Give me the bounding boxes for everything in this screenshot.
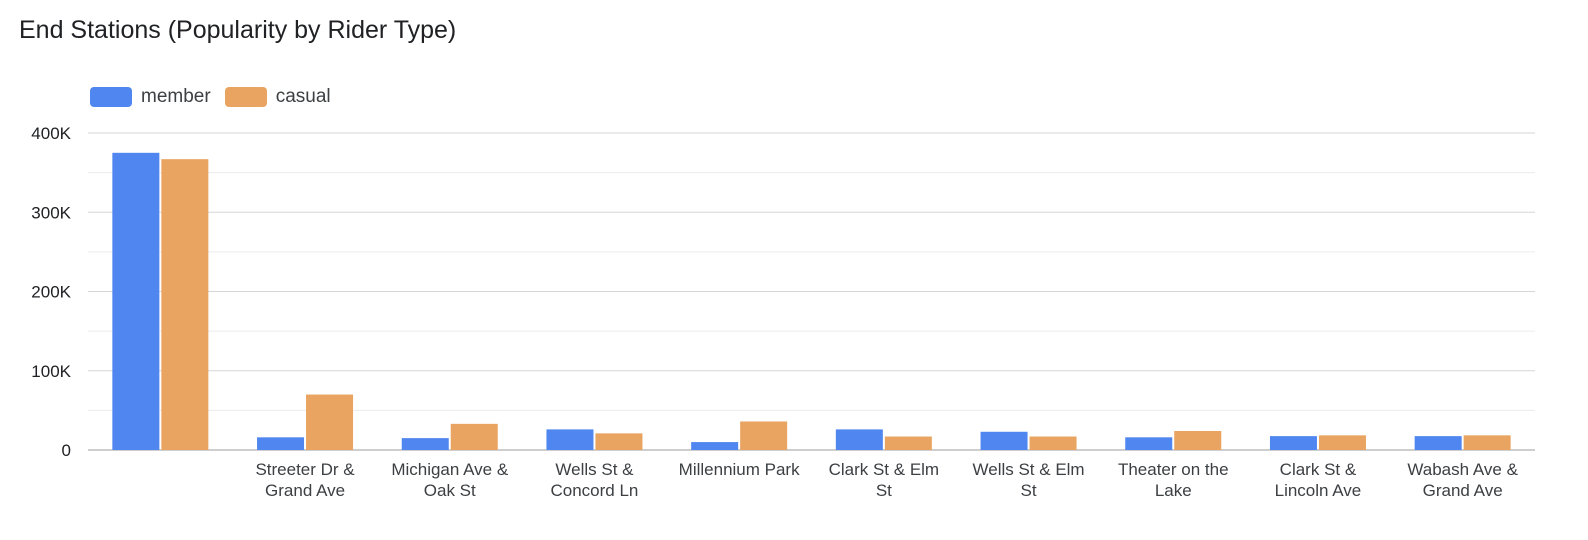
y-tick-label: 400K — [31, 124, 71, 143]
x-tick-label: Grand Ave — [265, 481, 345, 500]
bar-member[interactable] — [980, 431, 1028, 450]
y-tick-label: 200K — [31, 283, 71, 302]
legend-item-member[interactable]: member — [90, 86, 211, 108]
bar-casual[interactable] — [1463, 435, 1511, 450]
bar-casual[interactable] — [884, 436, 932, 450]
bar-casual[interactable] — [740, 421, 788, 450]
bar-casual[interactable] — [1029, 436, 1077, 450]
bar-casual[interactable] — [1174, 430, 1222, 450]
bar-casual[interactable] — [306, 394, 354, 450]
bar-member[interactable] — [401, 438, 449, 450]
x-tick-label: Theater on the — [1118, 460, 1229, 479]
x-tick-label: Wells St & Elm — [973, 460, 1085, 479]
x-tick-label: St — [876, 481, 892, 500]
bar-member[interactable] — [691, 442, 739, 450]
legend-swatch-casual — [224, 87, 267, 107]
bar-member[interactable] — [257, 437, 305, 450]
legend-label-member: member — [141, 86, 211, 107]
bar-member[interactable] — [835, 429, 883, 450]
x-tick-label: St — [1021, 481, 1037, 500]
x-tick-label: Lincoln Ave — [1275, 481, 1362, 500]
y-tick-label: 100K — [31, 362, 71, 381]
bar-member[interactable] — [112, 152, 160, 450]
y-tick-label: 300K — [31, 203, 71, 222]
x-tick-label: Wabash Ave & — [1407, 460, 1518, 479]
x-tick-label: Lake — [1155, 481, 1192, 500]
bars — [112, 152, 1511, 450]
bar-member[interactable] — [546, 429, 594, 450]
legend-swatch-member — [90, 87, 132, 107]
bar-casual[interactable] — [595, 433, 643, 450]
x-tick-label: Wells St & — [555, 460, 634, 479]
bar-member[interactable] — [1269, 436, 1317, 450]
x-tick-label: Clark St & Elm — [829, 460, 940, 479]
x-tick-label: Grand Ave — [1423, 481, 1503, 500]
x-tick-label: Michigan Ave & — [391, 460, 509, 479]
x-tick-label: Concord Ln — [551, 481, 639, 500]
gridlines — [88, 132, 1535, 451]
x-tick-label: Millennium Park — [679, 460, 800, 479]
bar-casual[interactable] — [450, 423, 498, 450]
legend-item-casual[interactable]: casual — [224, 86, 331, 108]
x-tick-label: Streeter Dr & — [255, 460, 355, 479]
x-tick-label: Oak St — [424, 481, 476, 500]
bar-member[interactable] — [1125, 437, 1173, 450]
x-axis-labels: Streeter Dr & Grand Ave Michigan Ave & Oak … — [255, 460, 1518, 500]
x-tick-label: Clark St & — [1280, 460, 1357, 479]
y-axis-labels: 0 100K 200K 300K 400K — [31, 124, 71, 460]
y-tick-label: 0 — [62, 441, 71, 460]
legend: member casual — [90, 86, 331, 108]
bar-member[interactable] — [1414, 436, 1462, 450]
bar-casual[interactable] — [1318, 435, 1366, 450]
chart-title: End Stations (Popularity by Rider Type) — [19, 16, 457, 44]
legend-label-casual: casual — [275, 86, 331, 107]
bar-casual[interactable] — [161, 159, 209, 450]
